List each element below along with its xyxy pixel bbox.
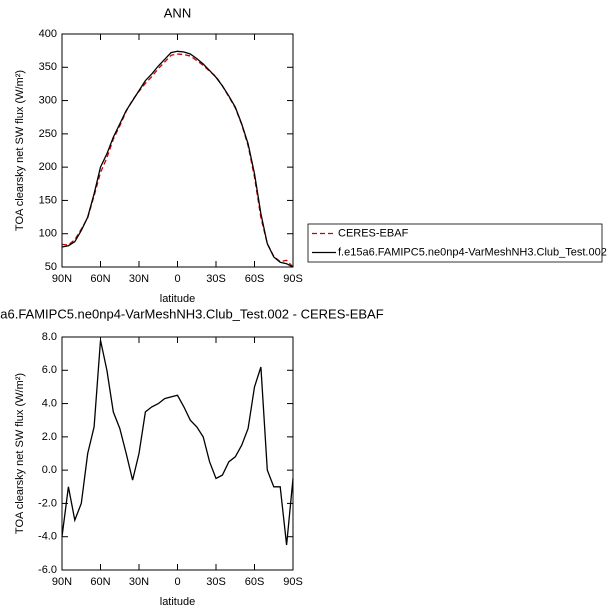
x-tick-label: 90S: [283, 273, 303, 285]
y-tick-label: 8.0: [42, 331, 57, 343]
x-tick-label: 90N: [52, 576, 72, 588]
y-tick-label: -6.0: [38, 564, 57, 576]
data-line: [61, 340, 294, 546]
y-tick-label: 300: [39, 94, 57, 106]
data-line: [61, 53, 294, 268]
x-axis-label: latitude: [160, 293, 195, 305]
data-line: [61, 50, 294, 268]
plot-frame: [61, 336, 294, 571]
legend-box: [307, 223, 603, 263]
y-axis-label: TOA clearsky net SW flux (W/m²): [14, 70, 26, 231]
plot-frame: [61, 33, 294, 268]
x-tick-label: 60S: [245, 576, 265, 588]
y-tick-label: -2.0: [38, 497, 57, 509]
y-tick-label: 4.0: [42, 397, 57, 409]
chart-title: ANN: [164, 5, 191, 20]
x-tick-label: 0: [174, 576, 180, 588]
x-tick-label: 90S: [283, 576, 303, 588]
y-tick-label: 2.0: [42, 431, 57, 443]
y-tick-label: 200: [39, 161, 57, 173]
x-tick-label: 60N: [90, 273, 110, 285]
x-tick-label: 0: [174, 273, 180, 285]
legend-label: CERES-EBAF: [338, 227, 409, 239]
y-axis-label: TOA clearsky net SW flux (W/m²): [14, 373, 26, 534]
x-tick-label: 30S: [206, 273, 226, 285]
x-tick-label: 90N: [52, 273, 72, 285]
x-tick-label: 30N: [129, 576, 149, 588]
y-tick-label: -4.0: [38, 531, 57, 543]
y-tick-label: 250: [39, 128, 57, 140]
x-tick-label: 30N: [129, 273, 149, 285]
x-tick-label: 60N: [90, 576, 110, 588]
y-tick-label: 6.0: [42, 364, 57, 376]
legend-label: f.e15a6.FAMIPC5.ne0np4-VarMeshNH3.Club_T…: [338, 246, 607, 258]
y-tick-label: 50: [45, 261, 57, 273]
y-tick-label: 100: [39, 228, 57, 240]
x-tick-label: 60S: [245, 273, 265, 285]
y-tick-label: 350: [39, 61, 57, 73]
x-tick-label: 30S: [206, 576, 226, 588]
y-tick-label: 0.0: [42, 464, 57, 476]
y-tick-label: 400: [39, 28, 57, 40]
x-axis-label: latitude: [160, 596, 195, 608]
y-tick-label: 150: [39, 194, 57, 206]
chart-title: f.e15a6.FAMIPC5.ne0np4-VarMeshNH3.Club_T…: [0, 306, 384, 321]
